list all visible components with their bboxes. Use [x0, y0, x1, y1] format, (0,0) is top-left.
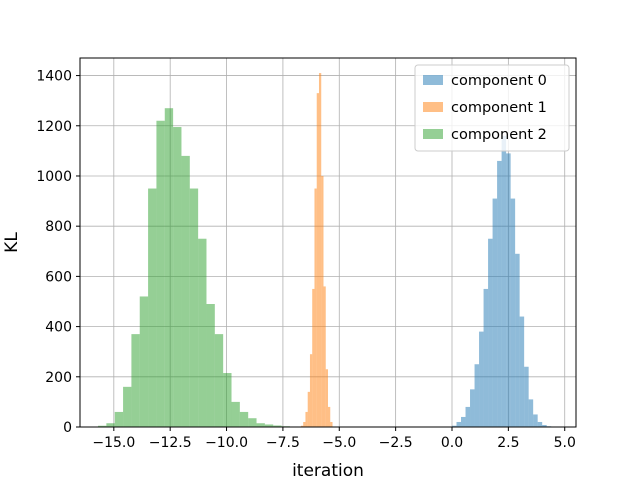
histogram-bar — [519, 316, 525, 427]
histogram-bar — [474, 364, 480, 427]
x-axis-title: iteration — [292, 461, 364, 480]
x-tick-label: −15.0 — [92, 435, 135, 451]
legend-swatch — [423, 102, 443, 112]
histogram-bar — [231, 401, 240, 427]
histogram-bar — [533, 414, 538, 427]
y-tick-label: 200 — [45, 370, 72, 386]
histogram-bar — [506, 153, 511, 427]
histogram-bars — [98, 73, 552, 428]
histogram-bar — [309, 354, 313, 427]
legend-item: component 0 — [423, 73, 547, 89]
legend-item: component 2 — [423, 127, 547, 143]
histogram-bar — [470, 389, 475, 427]
histogram-bar — [198, 238, 207, 427]
histogram-bar — [321, 175, 324, 427]
histogram-bar — [307, 391, 310, 427]
histogram-bar — [461, 416, 466, 427]
histogram-bar — [537, 421, 543, 427]
histogram-bar — [330, 421, 333, 427]
histogram-bar — [488, 238, 493, 427]
histogram-bar — [98, 425, 107, 427]
histogram-bar — [114, 411, 124, 427]
histogram-bar — [328, 406, 331, 427]
histogram-bar — [510, 198, 516, 427]
histogram-bar — [173, 127, 182, 427]
x-tick-label: 5.0 — [554, 435, 576, 451]
histogram-bar — [515, 253, 520, 427]
legend-label: component 1 — [451, 100, 547, 116]
histogram-bar — [300, 425, 304, 427]
x-tick-label: −5.0 — [322, 435, 356, 451]
histogram-bar — [264, 424, 274, 427]
y-tick-label: 400 — [45, 320, 72, 336]
histogram-bar — [325, 369, 328, 427]
histogram-bar — [156, 120, 165, 428]
histogram-bar — [181, 155, 190, 428]
histogram-bar — [483, 288, 489, 427]
histogram-bar — [312, 288, 315, 427]
histogram-bar — [452, 425, 457, 427]
histogram-bar — [323, 286, 326, 427]
series-component-1 — [300, 73, 333, 428]
histogram-bar — [314, 188, 317, 427]
y-tick-label: 800 — [45, 219, 72, 235]
histogram-bar — [456, 421, 462, 427]
y-axis-ticks: 0 200 400 600 800 1000 1200 1400 — [36, 69, 80, 436]
x-tick-label: 0.0 — [441, 435, 463, 451]
y-tick-label: 600 — [45, 269, 72, 285]
histogram-bar — [123, 386, 132, 427]
histogram-bar — [131, 334, 140, 427]
x-tick-label: 2.5 — [497, 435, 519, 451]
histogram-bar — [492, 198, 498, 427]
x-tick-label: −10.0 — [205, 435, 248, 451]
legend-label: component 0 — [451, 73, 547, 89]
x-tick-label: −2.5 — [379, 435, 413, 451]
histogram-bar — [148, 188, 157, 427]
histogram-bar — [206, 304, 215, 427]
x-tick-label: −12.5 — [149, 435, 192, 451]
histogram-bar — [189, 188, 199, 427]
legend: component 0 component 1 component 2 — [414, 64, 570, 152]
histogram-bar — [465, 406, 471, 427]
histogram-bar — [139, 296, 149, 427]
histogram-bar — [164, 108, 174, 428]
y-axis-title: KL — [2, 232, 22, 253]
histogram-bar — [501, 135, 507, 427]
series-component-2 — [98, 108, 307, 428]
y-tick-label: 1400 — [36, 69, 72, 85]
y-tick-label: 1200 — [36, 119, 72, 135]
legend-swatch — [423, 129, 443, 139]
histogram-bar — [256, 423, 265, 427]
y-tick-label: 0 — [63, 420, 72, 436]
histogram-bar — [316, 93, 319, 428]
legend-item: component 1 — [423, 100, 547, 116]
legend-label: component 2 — [451, 127, 547, 143]
histogram-bar — [273, 425, 282, 427]
histogram-bar — [479, 331, 484, 427]
histogram-bar — [318, 73, 322, 428]
histogram-bar — [528, 399, 534, 427]
x-tick-label: −7.5 — [266, 435, 300, 451]
histogram-bar — [524, 366, 529, 427]
histogram-bar — [303, 421, 306, 427]
y-tick-label: 1000 — [36, 169, 72, 185]
histogram-bar — [239, 411, 249, 427]
x-axis-ticks: −15.0 −12.5 −10.0 −7.5 −5.0 −2.5 0.0 2.5 5.0 — [92, 427, 576, 451]
legend-swatch — [423, 75, 443, 85]
histogram-bar — [305, 411, 308, 427]
histogram-bar — [497, 160, 502, 427]
legend-frame — [414, 64, 570, 152]
histogram-bar — [542, 424, 547, 427]
histogram-bar — [106, 423, 115, 427]
plot-frame — [79, 57, 577, 428]
histogram-bar — [223, 373, 232, 427]
histogram-bar — [214, 334, 224, 427]
histogram-bar — [248, 418, 257, 427]
series-component-0 — [452, 135, 552, 427]
